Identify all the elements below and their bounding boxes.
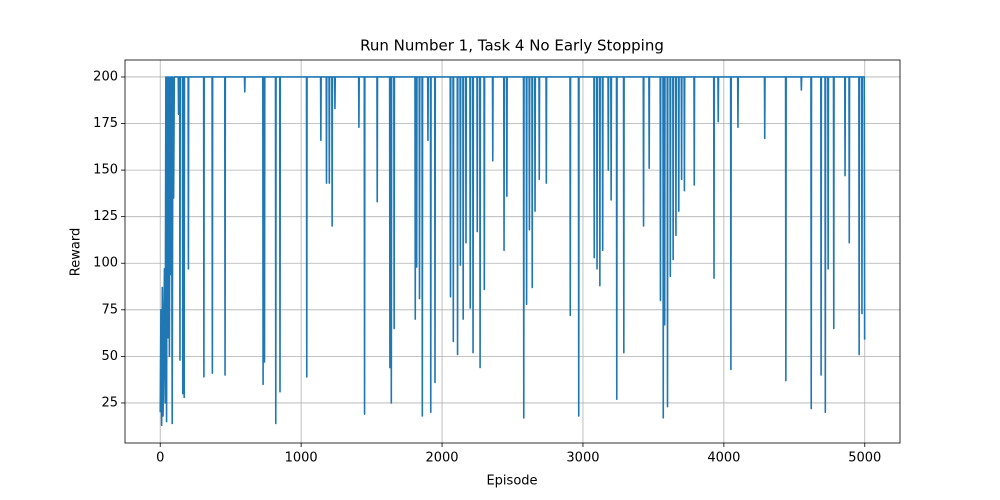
y-tick-label: 75: [101, 302, 118, 317]
y-tick-label: 25: [101, 395, 118, 410]
y-tick-label: 125: [93, 209, 118, 224]
x-tick-label: 5000: [848, 451, 881, 466]
chart-title: Run Number 1, Task 4 No Early Stopping: [360, 37, 664, 55]
y-tick-label: 150: [93, 163, 118, 178]
y-tick-label: 200: [93, 69, 118, 84]
x-tick-label: 4000: [707, 451, 740, 466]
y-axis-label: Reward: [69, 228, 84, 276]
x-tick-label: 1000: [285, 451, 318, 466]
y-tick-label: 175: [93, 116, 118, 131]
x-tick-label: 0: [156, 451, 164, 466]
y-tick-label: 50: [101, 349, 118, 364]
x-axis-label: Episode: [486, 474, 537, 489]
x-tick-label: 3000: [566, 451, 599, 466]
data-line: [159, 76, 866, 427]
x-tick-label: 2000: [425, 451, 458, 466]
y-tick-label: 100: [93, 256, 118, 271]
plot-frame: [124, 59, 901, 444]
